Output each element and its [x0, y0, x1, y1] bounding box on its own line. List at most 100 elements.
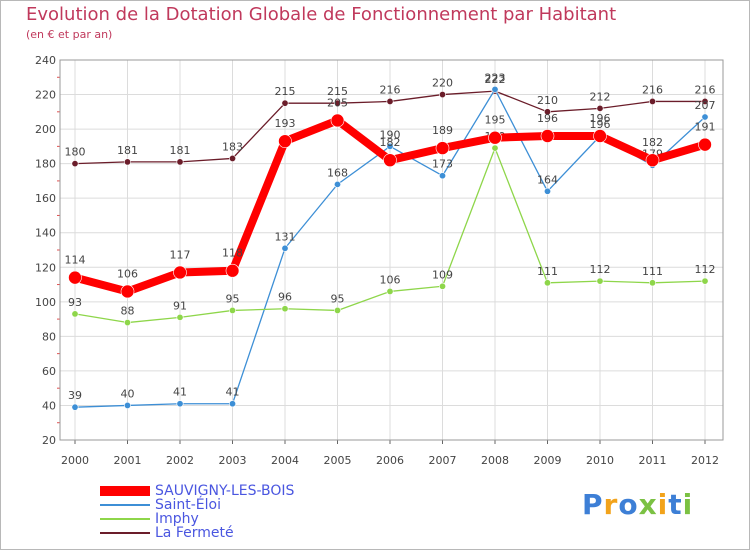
data-label: 41	[226, 386, 240, 399]
data-label: 215	[327, 85, 348, 98]
data-label: 220	[432, 77, 453, 90]
data-label: 164	[537, 173, 558, 186]
y-tick-label: 20	[42, 434, 56, 447]
legend-item-la-fermete: La Fermeté	[100, 526, 294, 540]
data-point	[281, 305, 289, 313]
data-label: 207	[695, 99, 716, 112]
data-point	[438, 172, 446, 180]
data-label: 196	[537, 112, 558, 125]
data-label: 215	[275, 85, 296, 98]
data-point	[176, 400, 184, 408]
plot-border	[59, 59, 724, 441]
y-tick-label: 180	[35, 158, 56, 171]
x-tick-label: 2003	[219, 454, 247, 467]
legend-item-sauvigny: SAUVIGNY-LES-BOIS	[100, 484, 294, 498]
y-tick-label: 60	[42, 365, 56, 378]
x-tick-label: 2005	[324, 454, 352, 467]
data-point	[229, 400, 237, 408]
data-point	[124, 158, 132, 166]
data-point	[281, 244, 289, 252]
legend-swatch-la-fermete	[100, 532, 150, 534]
data-label: 222	[485, 73, 506, 86]
data-label: 216	[380, 83, 401, 96]
data-point	[229, 154, 237, 162]
x-tick-label: 2002	[166, 454, 194, 467]
data-label: 195	[485, 114, 506, 127]
data-point	[435, 141, 450, 155]
data-point	[71, 160, 79, 168]
data-point	[438, 282, 446, 290]
data-label: 111	[642, 265, 663, 278]
data-label: 223	[485, 71, 506, 84]
data-point	[71, 310, 79, 318]
data-label: 205	[327, 96, 348, 109]
data-point	[648, 279, 656, 287]
data-point	[491, 85, 499, 93]
data-label: 39	[68, 389, 82, 402]
legend-label-la-fermete: La Fermeté	[155, 525, 234, 541]
legend-label-imphy: Imphy	[155, 511, 199, 527]
data-point	[333, 306, 341, 314]
data-label: 111	[537, 265, 558, 278]
legend-swatch-imphy	[100, 518, 150, 520]
x-tick-label: 2006	[376, 454, 404, 467]
x-tick-label: 2010	[586, 454, 614, 467]
data-label: 40	[121, 387, 135, 400]
y-tick-label: 160	[35, 192, 56, 205]
y-tick-label: 80	[42, 330, 56, 343]
chart-subtitle: (en € et par an)	[26, 28, 113, 41]
y-tick-label: 120	[35, 261, 56, 274]
plot-area	[60, 60, 723, 440]
data-point	[120, 284, 135, 299]
data-label: 93	[68, 296, 82, 309]
data-point	[596, 277, 604, 285]
y-tick-label: 220	[35, 89, 56, 102]
data-point	[648, 97, 656, 105]
data-label: 216	[695, 83, 716, 96]
data-label: 41	[173, 386, 187, 399]
data-point	[173, 265, 187, 280]
data-point	[438, 91, 446, 99]
data-label: 109	[432, 268, 453, 281]
data-point	[124, 401, 132, 409]
data-label: 182	[380, 136, 401, 149]
data-label: 106	[117, 267, 138, 280]
proxiti-logo: Proxiti	[582, 488, 694, 521]
data-point	[701, 277, 709, 285]
data-point	[330, 113, 345, 128]
data-label: 216	[642, 83, 663, 96]
data-point	[698, 137, 712, 152]
data-point	[176, 313, 184, 321]
data-point	[543, 108, 551, 116]
data-point	[701, 97, 709, 105]
legend-swatch-saint-eloi	[100, 504, 150, 506]
x-tick-label: 2009	[534, 454, 562, 467]
data-label: 190	[380, 128, 401, 141]
x-tick-label: 2008	[481, 454, 509, 467]
data-label: 114	[65, 254, 86, 267]
legend-label-sauvigny: SAUVIGNY-LES-BOIS	[155, 483, 295, 499]
y-tick-label: 240	[35, 54, 56, 67]
data-label: 212	[590, 90, 611, 103]
legend-label-saint-eloi: Saint-Éloi	[155, 497, 221, 513]
y-tick-label: 40	[42, 399, 56, 412]
data-label: 91	[173, 299, 187, 312]
data-label: 106	[380, 273, 401, 286]
data-point	[71, 403, 79, 411]
y-tick-label: 140	[35, 227, 56, 240]
data-label: 118	[222, 247, 243, 260]
data-label: 189	[432, 124, 453, 137]
y-tick-label: 200	[35, 123, 56, 136]
chart-legend: SAUVIGNY-LES-BOIS Saint-Éloi Imphy La Fe…	[100, 484, 294, 540]
data-label: 191	[695, 121, 716, 134]
data-label: 112	[695, 263, 716, 276]
data-point	[386, 97, 394, 105]
data-label: 88	[121, 305, 135, 318]
data-label: 112	[590, 263, 611, 276]
data-label: 95	[226, 292, 240, 305]
y-tick-label: 100	[35, 296, 56, 309]
data-point	[543, 279, 551, 287]
data-point	[124, 319, 132, 327]
